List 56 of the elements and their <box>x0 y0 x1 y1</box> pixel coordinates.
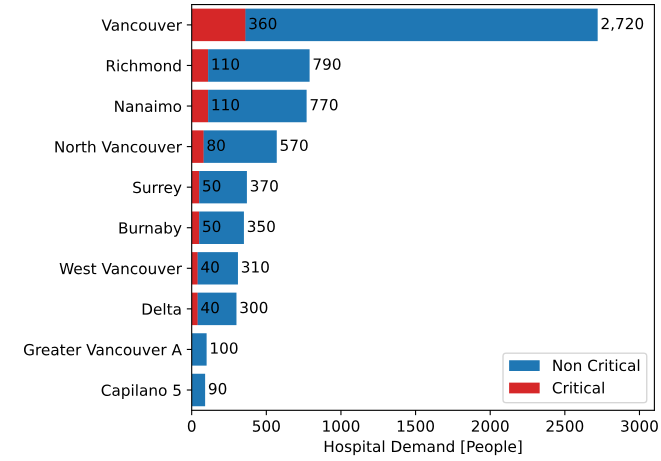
x-tick-label: 2500 <box>546 420 584 432</box>
data-label: 50 <box>203 180 220 192</box>
x-tick-label: 0 <box>188 420 196 432</box>
y-tick-label: West Vancouver <box>60 262 182 274</box>
y-tick-label: Surrey <box>133 182 182 196</box>
y-tick-label: Vancouver <box>102 20 182 31</box>
total-label: 300 <box>240 302 268 314</box>
bar <box>192 130 204 163</box>
bar <box>192 333 207 366</box>
bar <box>199 212 244 244</box>
bar <box>192 212 200 244</box>
bar <box>192 170 200 204</box>
legend-label: Non Critical <box>553 359 640 372</box>
x-axis-title: Hospital Demand [People] <box>324 440 522 456</box>
total-label: 2,720 <box>602 18 644 31</box>
y-tick-label: North Vancouver <box>55 140 182 153</box>
bar <box>192 49 208 82</box>
data-label: 80 <box>207 139 225 152</box>
y-tick-label: Delta <box>142 303 181 315</box>
total-label: 570 <box>280 139 308 152</box>
y-tick-label: Greater Vancouver A <box>24 344 182 356</box>
data-label: 360 <box>249 18 276 30</box>
total-label: 310 <box>242 261 269 273</box>
bar <box>198 292 236 326</box>
data-label: 110 <box>212 58 240 70</box>
y-tick-label: Burnaby <box>120 222 182 237</box>
bar <box>199 170 247 204</box>
total-label: 770 <box>310 98 338 110</box>
x-tick-label: 1500 <box>398 420 434 432</box>
x-tick-label: 1000 <box>323 420 360 432</box>
legend-label: Critical <box>552 382 604 394</box>
bar <box>204 130 277 163</box>
bar <box>192 374 206 406</box>
bar <box>192 8 246 42</box>
total-label: 790 <box>314 58 341 70</box>
y-tick-label: Richmond <box>106 60 181 72</box>
total-label: 350 <box>248 220 275 232</box>
x-tick-label: 500 <box>252 420 280 432</box>
bar <box>192 252 198 285</box>
bar <box>192 90 208 122</box>
y-tick-label: Capilano 5 <box>102 384 181 399</box>
x-tick-label: 3000 <box>621 420 658 432</box>
bar <box>245 8 598 42</box>
x-tick-label: 2000 <box>472 420 509 432</box>
data-label: 50 <box>203 220 220 232</box>
data-label: 110 <box>212 98 240 110</box>
data-label: 40 <box>201 261 219 273</box>
bar <box>198 252 238 285</box>
data-label: 40 <box>201 302 219 314</box>
bar <box>208 90 307 122</box>
total-label: 100 <box>211 342 238 354</box>
bar <box>192 292 198 326</box>
y-tick-label: Nanaimo <box>115 100 182 112</box>
total-label: 370 <box>250 180 278 192</box>
total-label: 90 <box>208 382 226 394</box>
bar <box>208 49 310 82</box>
